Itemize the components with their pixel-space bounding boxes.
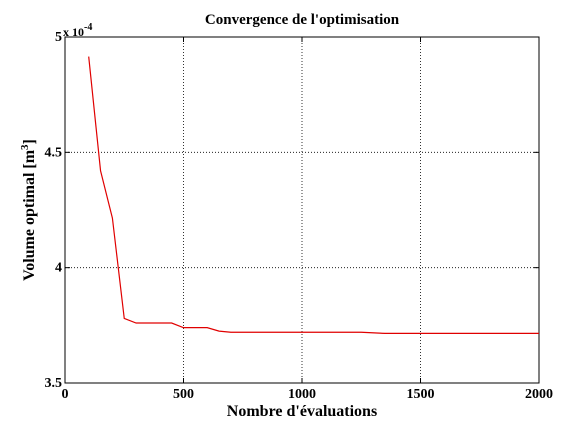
x-tick-label: 500 xyxy=(173,387,194,402)
multiplier-base: x 10 xyxy=(63,25,84,39)
plot-frame xyxy=(64,36,540,384)
y-tick-label: 5 xyxy=(55,30,62,45)
y-label-sup: 3 xyxy=(19,144,31,150)
multiplier-exponent: -4 xyxy=(84,22,92,33)
x-tick-label: 1500 xyxy=(407,387,435,402)
y-tick-label: 4.5 xyxy=(45,145,63,160)
data-line xyxy=(88,56,539,335)
y-label-end: ] xyxy=(21,139,38,144)
y-label-text: Volume optimal [m xyxy=(21,149,38,281)
x-tick-label: 1000 xyxy=(288,387,316,402)
y-tick-label: 3.5 xyxy=(45,376,63,391)
chart-title: Convergence de l'optimisation xyxy=(205,12,400,28)
multiplier: x 10-4 xyxy=(63,22,92,39)
x-axis-label: Nombre d'évaluations xyxy=(227,403,377,420)
x-tick-label: 2000 xyxy=(525,387,553,402)
y-axis-label: Volume optimal [m3] xyxy=(19,139,38,281)
x-tick-label: 0 xyxy=(62,387,69,402)
y-tick-label: 4 xyxy=(55,261,62,276)
